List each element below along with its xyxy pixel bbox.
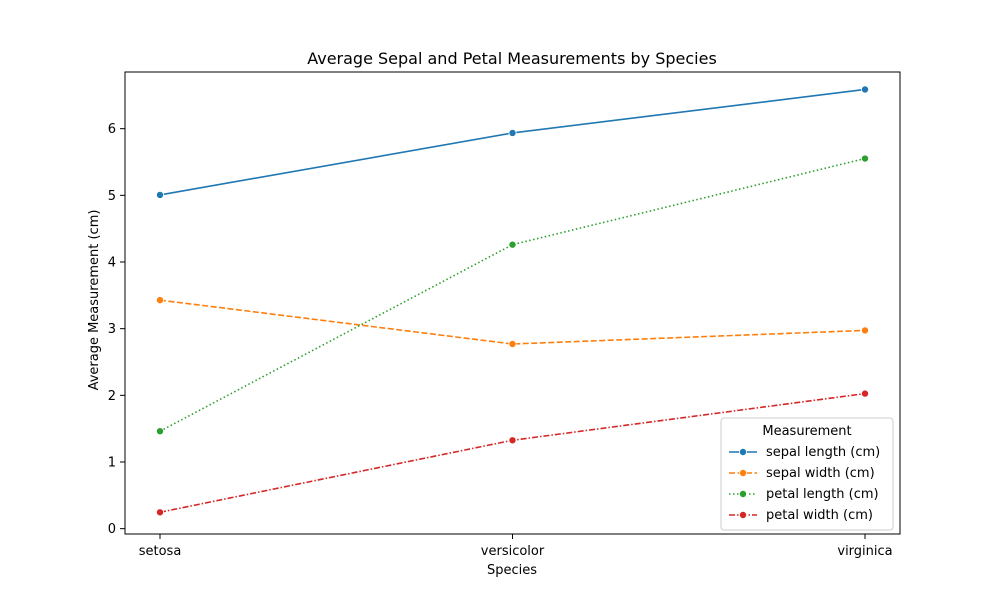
series-point [155, 508, 164, 517]
x-tick-label: virginica [837, 544, 892, 559]
series-point [508, 128, 517, 137]
series-point [508, 436, 517, 445]
legend-label: petal width (cm) [766, 508, 873, 523]
y-tick-label: 1 [108, 456, 116, 471]
y-tick-label: 4 [108, 256, 116, 271]
legend-label: sepal width (cm) [766, 466, 875, 481]
legend-marker [739, 447, 748, 456]
series-line [159, 299, 866, 345]
series-point [155, 190, 164, 199]
legend-marker [739, 489, 748, 498]
legend-title: Measurement [762, 424, 851, 439]
y-tick-label: 6 [108, 122, 116, 137]
series-point [508, 339, 517, 348]
y-tick-label: 2 [108, 389, 116, 404]
series-point [861, 326, 870, 335]
legend-marker [739, 468, 748, 477]
legend-label: sepal length (cm) [766, 445, 880, 460]
series-point [861, 85, 870, 94]
series-point [155, 427, 164, 436]
series-point [861, 389, 870, 398]
plot-area: 0 1 2 3 4 5 6 setosa versicolor virginica [108, 85, 893, 559]
axes-frame [124, 71, 901, 535]
x-tick-label: setosa [139, 544, 182, 559]
legend-label: petal length (cm) [766, 487, 879, 502]
legend: Measurement sepal length (cm) sepal width … [720, 417, 894, 531]
chart-title: Average Sepal and Petal Measurements by … [307, 49, 717, 68]
series-point [861, 154, 870, 163]
series-line [159, 157, 866, 432]
y-tick-label: 5 [108, 189, 116, 204]
x-tick-label: versicolor [481, 544, 545, 559]
x-axis-label: Species [487, 563, 537, 578]
series-point [508, 240, 517, 249]
legend-marker [739, 510, 748, 519]
series-line [159, 88, 866, 196]
y-tick-label: 0 [108, 522, 116, 537]
y-axis-label: Average Measurement (cm) [87, 210, 102, 391]
legend-box [720, 417, 894, 531]
y-tick-label: 3 [108, 322, 116, 337]
series-point [155, 296, 164, 305]
